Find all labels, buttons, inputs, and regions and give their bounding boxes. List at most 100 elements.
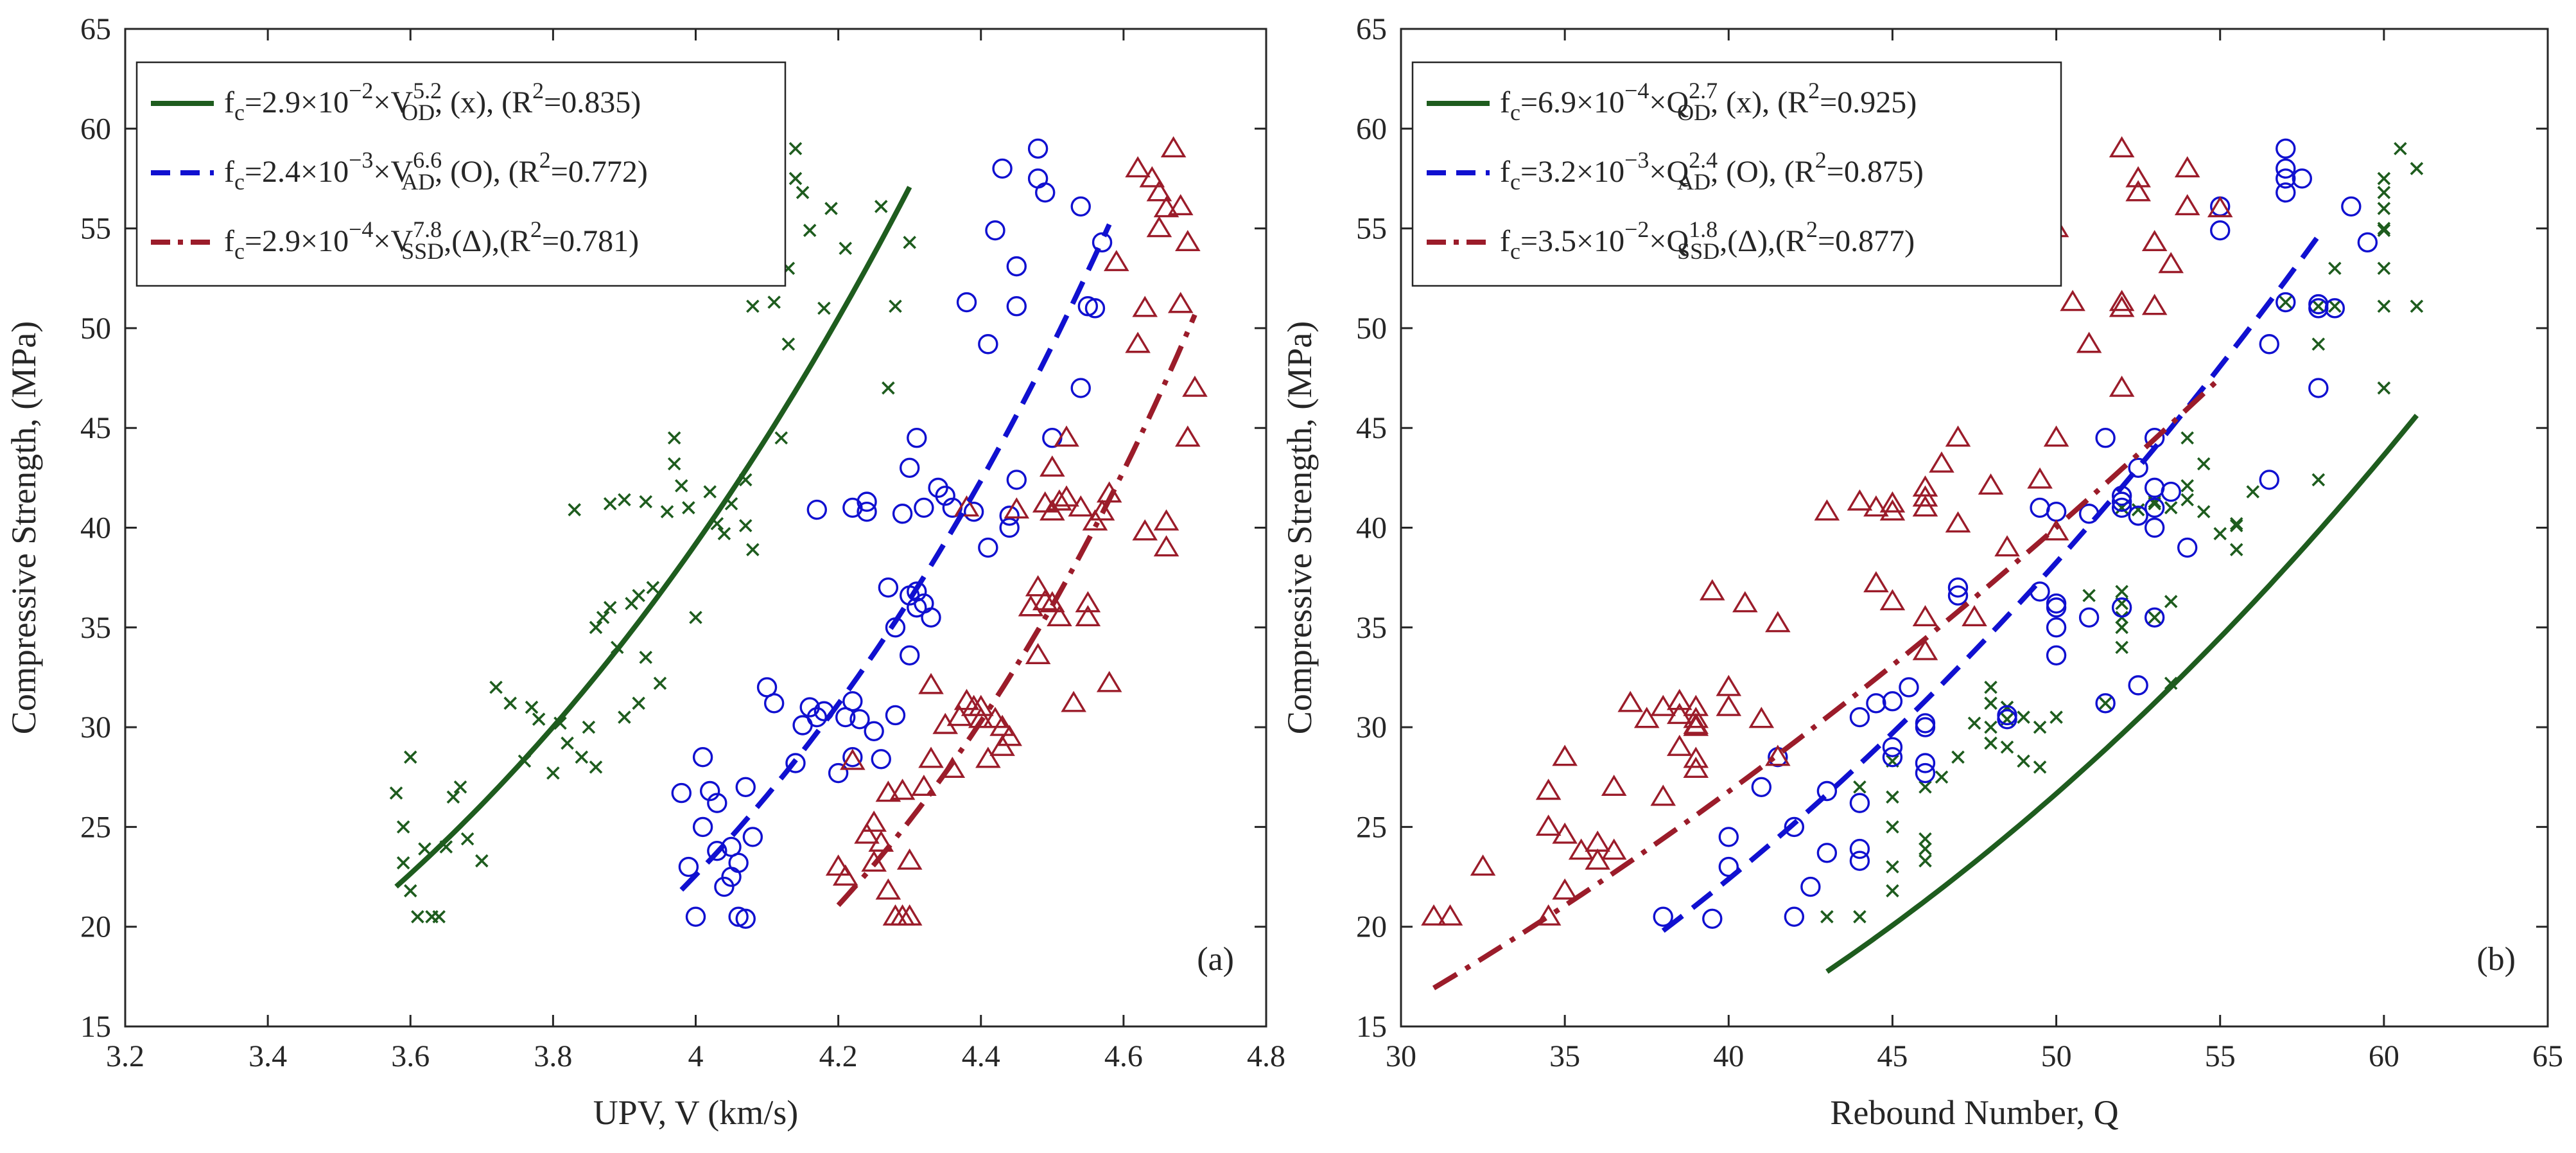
data-point-x — [389, 786, 403, 800]
data-point-circle — [914, 497, 934, 518]
data-point-circle — [1882, 746, 1903, 768]
data-point-circle — [692, 816, 713, 838]
data-point-triangle — [1040, 591, 1065, 613]
data-point-triangle — [1040, 455, 1065, 477]
data-point-x — [1919, 832, 1932, 846]
data-point-triangle — [1535, 779, 1562, 800]
legend-text-sup3: 2 — [1806, 216, 1818, 242]
legend-entry-ad: fc=2.4×10−3×V6.6 AD, (O), (R2=0.772) — [224, 147, 648, 195]
legend-entry-ad: fc=3.2×10−3×Q2.4 AD, (O), (R2=0.875) — [1500, 147, 1924, 195]
data-point-x — [432, 910, 446, 924]
y-axis: 15 20 25 30 35 40 45 50 55 60 65 — [1356, 12, 2548, 1044]
legend-text-sup3: 2 — [532, 78, 544, 103]
legend-text-sub1: c — [234, 100, 245, 125]
data-point-triangle — [1552, 878, 1578, 900]
data-point-circle — [2259, 334, 2279, 355]
data-point-circle — [899, 457, 920, 479]
data-point-triangle — [1047, 604, 1072, 626]
data-point-triangle — [1068, 495, 1094, 517]
legend-text-pre: f — [224, 155, 234, 189]
data-point-x — [2377, 202, 2391, 215]
y-tick-label: 45 — [1356, 411, 1387, 445]
data-point-circle — [828, 762, 849, 784]
data-point-circle — [1882, 737, 1903, 757]
data-point-circle — [842, 746, 863, 768]
data-point-triangle — [1153, 196, 1179, 218]
data-point-triangle — [1683, 757, 1709, 779]
data-point-circle — [2046, 645, 2067, 665]
series-ssd-points — [1421, 136, 2233, 926]
x-tick-label: 4 — [688, 1039, 704, 1073]
legend-text-sup1: −4 — [1624, 78, 1649, 103]
data-point-triangle — [1962, 604, 1987, 626]
y-tick-label: 40 — [80, 511, 111, 545]
data-point-triangle — [1075, 604, 1101, 626]
chart-panel-b: 30 35 40 45 50 55 60 65 15 20 25 30 35 40 45 50 55 60 65 Re… — [1280, 12, 2563, 1132]
data-point-circle — [671, 782, 692, 804]
data-point-x — [1886, 790, 1899, 804]
data-point-triangle — [1054, 425, 1079, 447]
data-point-x — [2033, 720, 2047, 734]
data-point-triangle — [1535, 814, 1562, 836]
data-point-triangle — [1666, 689, 1693, 710]
data-point-triangle — [1125, 331, 1151, 353]
data-point-circle — [985, 220, 1005, 241]
data-point-triangle — [1683, 694, 1709, 716]
legend-text-mid2: ×Q — [1649, 155, 1689, 189]
data-point-x — [411, 910, 424, 924]
data-point-circle — [1070, 378, 1091, 398]
data-point-circle — [2276, 158, 2296, 179]
data-point-triangle — [2207, 196, 2233, 218]
y-axis: 15 20 25 30 35 40 45 50 55 60 65 — [80, 12, 1266, 1044]
data-point-circle — [857, 501, 877, 522]
legend-entry-od: fc=6.9×10−4×Q2.7 OD, (x), (R2=0.925) — [1500, 78, 1917, 125]
data-point-x — [803, 224, 817, 237]
data-point-circle — [2111, 497, 2132, 518]
legend-text-sup2: 7.8 — [413, 216, 442, 242]
data-point-circle — [678, 856, 699, 877]
data-point-circle — [1849, 707, 1870, 728]
legend-text-mid2: ×Q — [1649, 85, 1689, 119]
data-point-circle — [806, 499, 828, 520]
data-point-triangle — [2109, 136, 2135, 158]
data-point-x — [675, 479, 688, 493]
data-point-triangle — [918, 746, 944, 768]
x-tick-label: 40 — [1713, 1039, 1744, 1073]
chart-panel-a: 3.2 3.4 3.6 3.8 4 4.2 4.4 4.6 4.8 15 20 25 30 35 40 45 5… — [4, 12, 1285, 1132]
data-point-x — [2410, 299, 2424, 313]
y-tick-label: 65 — [80, 12, 111, 46]
legend-text-mid2: ×V — [373, 85, 413, 119]
data-point-x — [2017, 710, 2030, 724]
legend-text-sup1: −2 — [349, 78, 373, 103]
data-point-x — [889, 299, 902, 313]
data-point-x — [2377, 381, 2391, 395]
data-point-triangle — [875, 878, 901, 900]
data-point-circle — [992, 158, 1013, 179]
data-point-triangle — [1879, 589, 1906, 611]
y-tick-label: 40 — [1356, 511, 1387, 545]
data-point-triangle — [2125, 180, 2151, 202]
data-point-triangle — [1089, 499, 1115, 521]
data-point-x — [2098, 696, 2112, 710]
legend-text-pre: f — [1500, 85, 1510, 119]
data-point-triangle — [1167, 292, 1194, 313]
data-point-x — [639, 495, 653, 509]
y-tick-label: 35 — [80, 611, 111, 645]
data-point-x — [446, 790, 460, 804]
data-point-circle — [735, 777, 756, 797]
data-point-triangle — [2158, 252, 2184, 274]
data-point-triangle — [1617, 691, 1644, 712]
data-point-triangle — [1032, 589, 1058, 611]
y-tick-label: 60 — [80, 112, 111, 146]
data-point-triangle — [918, 673, 944, 694]
data-point-triangle — [1683, 712, 1709, 734]
data-point-triangle — [953, 495, 980, 517]
data-point-triangle — [2109, 290, 2135, 312]
fit-curve-od — [394, 186, 912, 889]
legend-text-mid: =6.9×10 — [1520, 85, 1624, 119]
data-point-circle — [1070, 196, 1091, 217]
data-point-triangle — [1146, 216, 1172, 238]
data-point-circle — [1800, 876, 1821, 897]
data-point-circle — [1718, 827, 1739, 847]
data-point-triangle — [1139, 166, 1165, 188]
